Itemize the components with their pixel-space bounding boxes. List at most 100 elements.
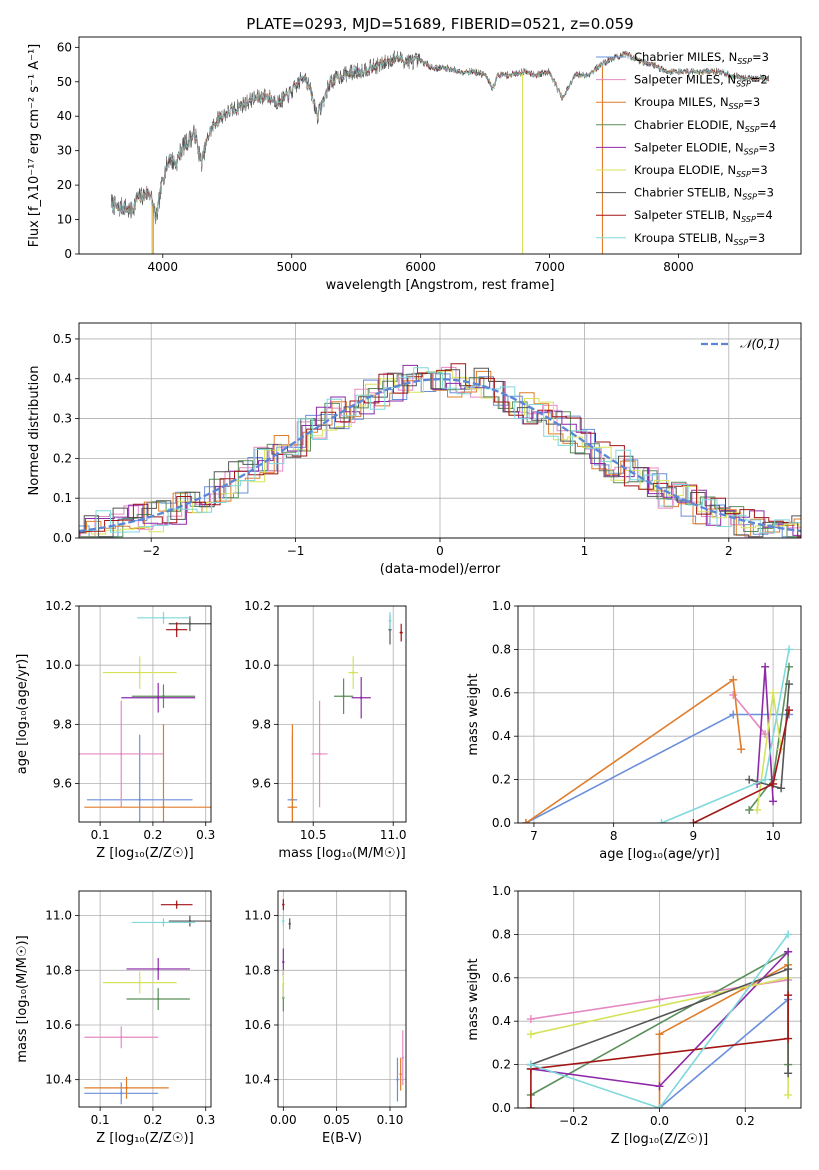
mass_weight_vs_Z-plot-area: [526, 930, 793, 1108]
mass_vs_Z-gridlines: [79, 891, 211, 1107]
histogram-step: [79, 363, 801, 538]
y-tick-label: 9.6: [53, 777, 72, 791]
age_vs_Z-plot-area: [79, 611, 211, 822]
data-point: [138, 981, 141, 984]
weight-line: [732, 694, 766, 735]
spectrum-model-line: [110, 51, 769, 221]
data-point: [188, 919, 192, 923]
data-point: [401, 1056, 404, 1059]
y-tick-label: 10.0: [45, 658, 72, 672]
data-point: [138, 671, 141, 674]
y-tick-label: 50: [57, 75, 72, 89]
x-tick-label: 8: [610, 829, 618, 843]
mass_weight_vs_Z-ylabel: mass weight: [466, 958, 481, 1040]
y-tick-label: 0.0: [492, 816, 511, 830]
legend-ssp-count: =3: [743, 95, 760, 109]
x-tick-label: 6000: [405, 260, 436, 274]
data-point: [396, 1078, 399, 1081]
x-tick-label: 0.3: [196, 1113, 215, 1127]
x-tick-label: 0.1: [91, 1113, 110, 1127]
y-tick-label: 0.6: [492, 971, 511, 985]
y-tick-label: 1.0: [492, 884, 511, 898]
legend-ssp-count: =3: [758, 140, 775, 154]
legend-subscript: SSP: [744, 147, 759, 156]
data-point: [282, 919, 285, 923]
mass_weight_vs_age-plot-area: [521, 645, 794, 823]
y-tick-label: 0.8: [492, 927, 511, 941]
data-point: [175, 628, 178, 631]
x-tick-label: 5000: [276, 260, 307, 274]
residuals-plot-area: [79, 363, 801, 538]
age_vs_Z-ylabel: age [log₁₀(age/yr)]: [15, 654, 30, 775]
histogram-step: [81, 367, 801, 534]
data-point: [282, 982, 285, 986]
y-tick-label: 60: [57, 40, 72, 54]
y-tick-label: 0.4: [492, 729, 511, 743]
x-tick-label: 0.3: [196, 828, 215, 842]
y-tick-label: 11.0: [45, 909, 72, 923]
legend-subscript: SSP: [737, 57, 752, 66]
spectrum-ylabel: Flux [f_λ10⁻¹⁷ erg cm⁻² s⁻¹ A⁻¹]: [27, 44, 42, 248]
data-point: [318, 752, 321, 756]
y-tick-label: 10.4: [244, 1073, 271, 1087]
x-tick-label: 0.05: [323, 1113, 350, 1127]
mass_vs_ebv-xlabel: E(B-V): [322, 1131, 362, 1146]
legend-ssp-count: =3: [752, 50, 769, 64]
data-point: [157, 997, 160, 1001]
mass_weight_vs_age-frame: [517, 605, 802, 824]
legend-entry: Salpeter STELIB, NSSP=4: [634, 208, 773, 224]
y-tick-label: 10.6: [244, 1018, 271, 1032]
y-tick-label: 10.0: [244, 658, 271, 672]
legend-subscript: SSP: [734, 238, 749, 247]
x-tick-label: 0.2: [143, 828, 162, 842]
legend-subscript: SSP: [729, 102, 744, 111]
y-tick-label: 1.0: [492, 599, 511, 613]
data-point: [162, 695, 165, 698]
residuals-frame: [78, 322, 802, 539]
legend-ssp-count: =4: [760, 118, 777, 132]
normal-curve: [79, 378, 801, 533]
data-point: [388, 619, 392, 622]
y-tick-label: 9.6: [252, 777, 271, 791]
mass_vs_ebv-plot-area: [282, 899, 404, 1102]
age_vs_mass-xlabel: mass [log₁₀(M/M☉)]: [278, 846, 405, 861]
x-tick-label: 0.0: [650, 1114, 669, 1128]
x-tick-label: 7000: [534, 260, 565, 274]
x-tick-label: −1: [287, 544, 305, 558]
data-point: [175, 903, 178, 906]
y-tick-label: 30: [57, 144, 72, 158]
y-tick-label: 0.1: [53, 491, 72, 505]
histogram-step: [79, 370, 801, 536]
histogram-step: [79, 370, 801, 535]
mass_vs_Z-frame: [78, 890, 212, 1108]
x-tick-label: 9: [690, 829, 698, 843]
data-point: [157, 967, 160, 971]
legend-subscript: SSP: [741, 215, 756, 224]
y-tick-label: 10: [57, 213, 72, 227]
legend-ssp-count: =3: [751, 163, 768, 177]
x-tick-label: 10: [765, 829, 780, 843]
weight-line: [530, 933, 789, 1108]
data-point: [400, 631, 403, 634]
y-tick-label: 0.2: [53, 451, 72, 465]
legend-ssp-count: =3: [748, 231, 765, 245]
x-tick-label: 0.2: [143, 1113, 162, 1127]
legend-entry: Salpeter ELODIE, NSSP=3: [634, 140, 775, 156]
data-point: [162, 806, 165, 809]
spectrum-plot-area: [110, 50, 770, 254]
legend-subscript: SSP: [745, 125, 760, 134]
age_vs_Z-frame: [78, 605, 212, 823]
x-tick-label: 2: [725, 544, 733, 558]
legend-ssp-count: =2: [751, 73, 768, 87]
legend-entry: 𝒩(0,1): [740, 337, 780, 351]
x-tick-label: 11.0: [380, 828, 407, 842]
x-tick-label: −2: [142, 544, 160, 558]
y-tick-label: 0.6: [492, 686, 511, 700]
mass_weight_vs_Z-xlabel: Z [log₁₀(Z/Z☉)]: [611, 1132, 708, 1147]
y-tick-label: 40: [57, 109, 72, 123]
x-tick-label: 1: [581, 544, 589, 558]
y-tick-label: 0.2: [492, 1058, 511, 1072]
y-tick-label: 11.0: [244, 909, 271, 923]
legend-entry: Chabrier STELIB, NSSP=3: [634, 186, 774, 202]
legend-ssp-count: =3: [757, 186, 774, 200]
